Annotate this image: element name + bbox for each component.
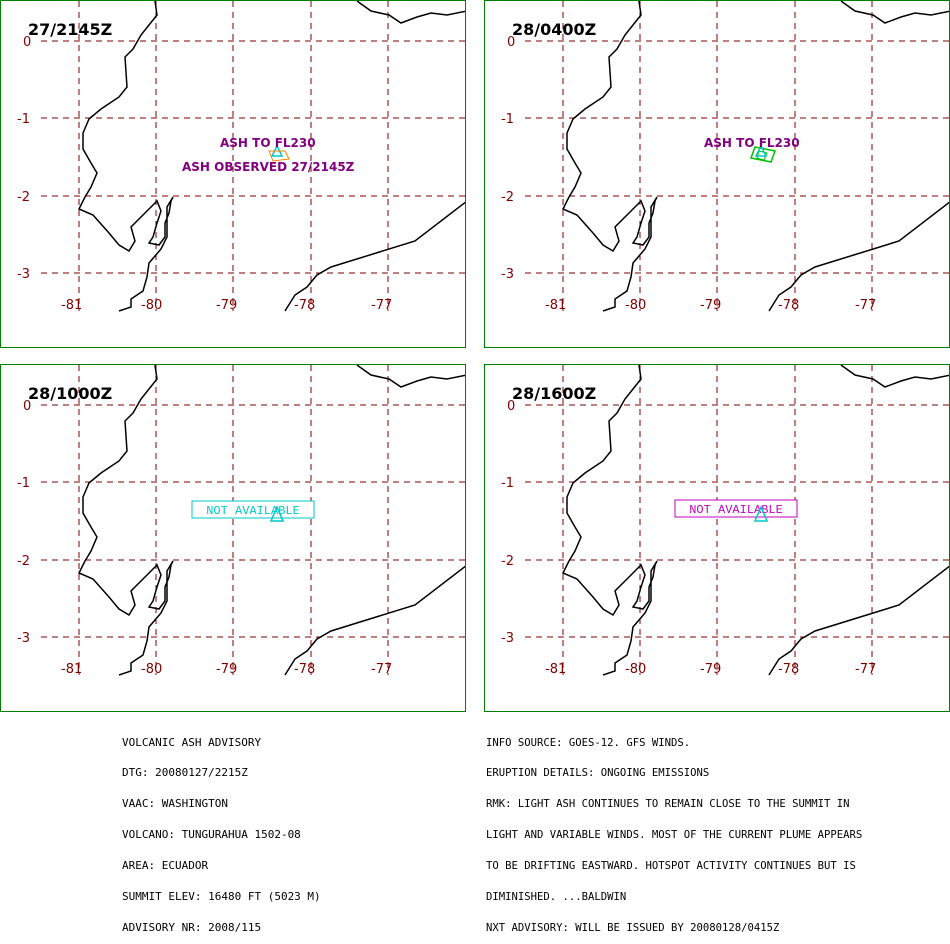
lon-tick-80: -80: [141, 662, 162, 677]
lon-tick-78: -78: [778, 298, 799, 313]
volcano-1: [268, 144, 290, 162]
lon-tick-78: -78: [294, 662, 315, 677]
panel-title-1: 27/2145Z: [28, 20, 113, 39]
map-4: NOT AVAILABLE 0 -1 -2 -3 -81 -80 -79 -78…: [501, 365, 949, 677]
lon-tick-78: -78: [778, 662, 799, 677]
lon-tick-79: -79: [700, 298, 721, 313]
advisory-line: DTG: 20080127/2215Z: [122, 766, 248, 780]
advisory-line: ADVISORY NR: 2008/115: [122, 920, 262, 934]
advisory-line: INFO SOURCE: GOES-12. GFS WINDS.: [486, 736, 691, 749]
panel-title-3: 28/1000Z: [28, 384, 113, 403]
advisory-line: SUMMIT ELEV: 16480 FT (5023 M): [122, 890, 321, 904]
lat-tick-0: 0: [507, 399, 515, 414]
lon-tick-81: -81: [61, 662, 82, 677]
advisory-line: RMK: LIGHT ASH CONTINUES TO REMAIN CLOSE…: [486, 798, 850, 811]
lat-tick-2: -2: [501, 190, 514, 205]
lat-tick-3: -3: [17, 631, 30, 646]
lon-tick-79: -79: [700, 662, 721, 677]
grid-4: [525, 365, 949, 675]
lat-tick-2: -2: [17, 554, 30, 569]
lon-tick-77: -77: [371, 662, 392, 677]
ash-label-1a: ASH TO FL230: [220, 136, 316, 150]
lat-tick-0: 0: [23, 399, 31, 414]
map-1: 0 -1 -2 -3 -81 -80 -79 -78 -77 ASH TO FL…: [17, 1, 465, 313]
lat-tick-1: -1: [17, 476, 30, 491]
forecast-panel-4: NOT AVAILABLE 0 -1 -2 -3 -81 -80 -79 -78…: [484, 364, 950, 712]
lat-tick-0: 0: [507, 35, 515, 50]
lat-tick-2: -2: [501, 554, 514, 569]
lon-tick-81: -81: [61, 298, 82, 313]
advisory-line: ERUPTION DETAILS: ONGOING EMISSIONS: [486, 767, 710, 780]
advisory-line: VOLCANIC ASH ADVISORY: [122, 735, 262, 749]
map-2: 0 -1 -2 -3 -81 -80 -79 -78 -77 ASH TO FL…: [501, 1, 949, 313]
coastline-4: [561, 365, 949, 676]
forecast-panel-3: NOT AVAILABLE 0 -1 -2 -3 -81 -80 -79 -78…: [0, 364, 466, 712]
lat-tick-3: -3: [501, 631, 514, 646]
grid-3: [41, 365, 465, 675]
grid-1: [41, 1, 465, 311]
lon-tick-81: -81: [545, 662, 566, 677]
lat-tick-2: -2: [17, 190, 30, 205]
lon-tick-80: -80: [625, 662, 646, 677]
advisory-line: LIGHT AND VARIABLE WINDS. MOST OF THE CU…: [486, 829, 863, 842]
advisory-info-right: INFO SOURCE: GOES-12. GFS WINDS. ERUPTIO…: [486, 717, 862, 944]
map-3: NOT AVAILABLE 0 -1 -2 -3 -81 -80 -79 -78…: [17, 365, 465, 677]
advisory-line: NXT ADVISORY: WILL BE ISSUED BY 20080128…: [486, 921, 780, 934]
lon-tick-77: -77: [371, 298, 392, 313]
lon-tick-79: -79: [216, 298, 237, 313]
panel-title-4: 28/1600Z: [512, 384, 597, 403]
advisory-line: VOLCANO: TUNGURAHUA 1502-08: [122, 828, 301, 842]
ash-label-2: ASH TO FL230: [704, 136, 800, 150]
lat-tick-1: -1: [17, 112, 30, 127]
lat-tick-3: -3: [17, 267, 30, 282]
lon-tick-79: -79: [216, 662, 237, 677]
lon-tick-77: -77: [855, 298, 876, 313]
coastline-3: [77, 365, 465, 676]
advisory-line: DIMINISHED. ...BALDWIN: [486, 891, 627, 904]
volcano-4: [753, 505, 769, 522]
lon-tick-81: -81: [545, 298, 566, 313]
na-label-4: NOT AVAILABLE: [689, 503, 783, 517]
lon-tick-77: -77: [855, 662, 876, 677]
lat-tick-3: -3: [501, 267, 514, 282]
na-label-3: NOT AVAILABLE: [206, 504, 300, 518]
lon-tick-78: -78: [294, 298, 315, 313]
coastline-2: [561, 1, 949, 312]
forecast-panel-2: 0 -1 -2 -3 -81 -80 -79 -78 -77 ASH TO FL…: [484, 0, 950, 348]
advisory-line: AREA: ECUADOR: [122, 859, 209, 873]
lon-tick-80: -80: [141, 298, 162, 313]
advisory-info-left: VOLCANIC ASH ADVISORY DTG: 20080127/2215…: [122, 717, 321, 944]
na-box-3: [191, 500, 315, 519]
na-box-4: [674, 499, 798, 518]
coastline-1: [77, 1, 465, 312]
lon-tick-80: -80: [625, 298, 646, 313]
lat-tick-1: -1: [501, 476, 514, 491]
forecast-panel-1: 0 -1 -2 -3 -81 -80 -79 -78 -77 ASH TO FL…: [0, 0, 466, 348]
volcano-2: [749, 144, 777, 163]
lat-tick-1: -1: [501, 112, 514, 127]
advisory-line: TO BE DRIFTING EASTWARD. HOTSPOT ACTIVIT…: [486, 860, 856, 873]
volcano-3: [269, 505, 285, 522]
panel-title-2: 28/0400Z: [512, 20, 597, 39]
ash-label-1b: ASH OBSERVED 27/2145Z: [182, 160, 355, 174]
advisory-line: VAAC: WASHINGTON: [122, 797, 228, 811]
grid-2: [525, 1, 949, 311]
lat-tick-0: 0: [23, 35, 31, 50]
